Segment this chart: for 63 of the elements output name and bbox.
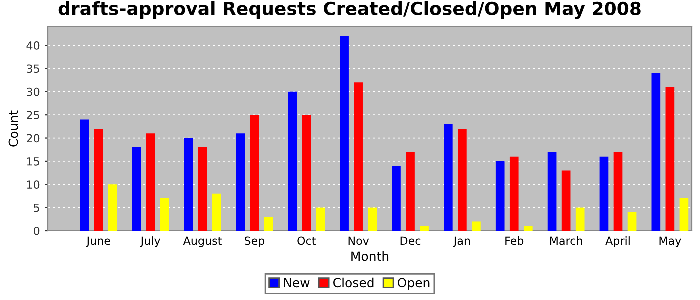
bar xyxy=(184,138,194,231)
x-tick-label: May xyxy=(660,236,682,248)
bar xyxy=(354,82,363,231)
y-tick-label: 25 xyxy=(27,111,40,120)
x-tick-label: Sep xyxy=(244,236,265,248)
bar xyxy=(680,198,689,231)
bar xyxy=(340,36,349,231)
bar xyxy=(132,148,142,231)
bar xyxy=(420,226,429,231)
bar xyxy=(562,170,571,231)
bar xyxy=(628,212,637,231)
y-tick-label: 20 xyxy=(27,134,40,143)
x-tick-label: Nov xyxy=(348,236,370,246)
bar xyxy=(212,194,222,231)
bar xyxy=(406,152,415,231)
legend-label: New xyxy=(284,278,310,288)
y-tick-label: 30 xyxy=(27,88,40,96)
x-tick-label: March xyxy=(550,236,582,246)
x-tick-label: April xyxy=(606,236,630,248)
bar xyxy=(614,152,623,231)
x-tick-label: Dec xyxy=(400,236,421,246)
y-tick-label: 40 xyxy=(26,42,40,50)
bar xyxy=(524,226,533,231)
y-tick-label: 15 xyxy=(27,158,40,166)
x-tick-label: July xyxy=(140,236,160,248)
bar xyxy=(510,156,519,231)
bar xyxy=(392,166,401,231)
x-tick-label: Feb xyxy=(506,236,524,246)
y-tick-label: 5 xyxy=(34,204,40,212)
bar xyxy=(236,134,246,231)
legend-label: Open xyxy=(398,278,430,290)
bar xyxy=(146,134,156,231)
y-tick-label: 10 xyxy=(27,180,40,190)
legend-label: Closed xyxy=(334,278,374,288)
bar xyxy=(576,208,585,231)
bar xyxy=(302,115,312,231)
x-tick-label: June xyxy=(86,236,110,248)
bar xyxy=(600,156,609,231)
y-tick-label: 0 xyxy=(34,226,40,236)
bar xyxy=(250,115,260,231)
bar xyxy=(316,208,326,231)
bar xyxy=(666,87,675,231)
chart-title: drafts-approval Requests Created/Closed/Open May 2008 xyxy=(58,2,641,20)
bar xyxy=(548,152,557,231)
bar xyxy=(108,184,118,231)
bar xyxy=(472,222,481,231)
bar xyxy=(368,208,378,231)
bar xyxy=(160,198,170,231)
x-axis-title: Month xyxy=(352,251,389,262)
bar xyxy=(80,120,90,231)
bar xyxy=(264,217,274,231)
x-tick-label: August xyxy=(183,236,222,248)
bar xyxy=(458,129,467,231)
bar xyxy=(288,92,298,231)
bar xyxy=(198,148,208,231)
x-tick-label: Oct xyxy=(298,236,316,246)
y-axis-title: Count xyxy=(8,110,18,147)
x-tick-label: Jan xyxy=(453,236,470,248)
bar xyxy=(652,73,661,231)
bar xyxy=(444,124,453,231)
bar xyxy=(94,129,104,231)
y-tick-label: 35 xyxy=(27,64,40,74)
bar xyxy=(496,161,505,231)
